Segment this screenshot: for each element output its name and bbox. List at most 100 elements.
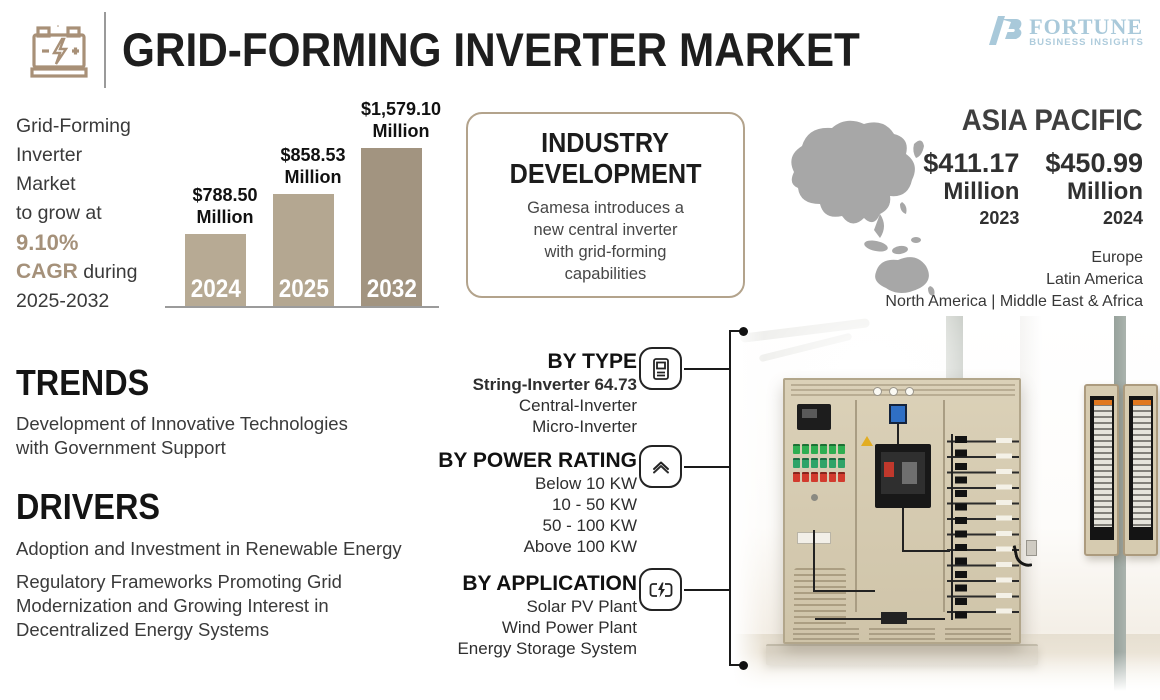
bar-unit: Million <box>196 207 254 227</box>
segment-item: String-Inverter 64.73 <box>472 375 637 394</box>
dev-body-line: capabilities <box>564 265 647 283</box>
wire <box>815 618 945 620</box>
bar-unit: Million <box>284 167 342 187</box>
asia-pacific-map <box>780 110 955 305</box>
drivers-line: Regulatory Frameworks Promoting Grid <box>16 571 342 592</box>
segment-title: BY TYPE <box>547 350 637 373</box>
trends-line: Development of Innovative Technologies <box>16 413 348 434</box>
inverter-cabinet <box>783 378 1021 644</box>
stat-value: $450.99 <box>1045 148 1143 178</box>
brand-tagline: BUSINESS INSIGHTS <box>1029 37 1144 48</box>
dev-title-line: INDUSTRY <box>541 127 670 158</box>
pilot-light <box>873 387 882 396</box>
industry-development-body: Gamesa introduces a new central inverter… <box>468 197 743 285</box>
bar-label-2032: $1,579.10 Million <box>331 98 471 142</box>
stat-unit: Million <box>1067 178 1143 205</box>
trends-line: with Government Support <box>16 437 226 458</box>
intro-statement: Grid-Forming Inverter Market to grow at … <box>16 112 137 316</box>
battery-icon <box>26 14 98 86</box>
wire <box>813 530 815 592</box>
photo-fade <box>728 316 764 698</box>
region-stats: $411.17 Million 2023 $450.99 Million 202… <box>885 148 1143 231</box>
chart-baseline <box>165 306 439 308</box>
intro-line: Inverter <box>16 144 83 166</box>
cagr-line: CAGR during <box>16 257 137 287</box>
segment-by-power-rating: BY POWER RATING Below 10 KW 10 - 50 KW 5… <box>317 449 637 557</box>
hmi-screen <box>889 404 907 424</box>
intro-line: Market <box>16 173 76 195</box>
other-region: Europe <box>1091 249 1143 266</box>
stat-year: 2023 <box>979 208 1020 228</box>
segment-item: Above 100 KW <box>523 537 637 556</box>
dev-body-line: Gamesa introduces a <box>527 199 684 217</box>
stat-2023: $411.17 Million 2023 <box>923 148 1019 231</box>
wall-panel <box>1123 384 1158 556</box>
connector-stub-bottom <box>729 664 743 666</box>
bottom-device <box>881 612 907 624</box>
segment-item: Micro-Inverter <box>532 417 637 436</box>
brand-logo-icon <box>983 12 1023 53</box>
wire <box>902 508 904 552</box>
trends-title-text: TRENDS <box>16 362 150 403</box>
header-divider <box>104 12 106 88</box>
stat-value: $411.17 <box>923 148 1020 178</box>
dev-title-line: DEVELOPMENT <box>509 158 702 189</box>
drivers-item: Adoption and Investment in Renewable Ene… <box>16 538 402 559</box>
trends-title: TRENDS <box>16 362 348 404</box>
segment-item: 50 - 100 KW <box>542 516 638 535</box>
indicator-dot <box>811 494 818 501</box>
segment-item: Wind Power Plant <box>501 618 637 637</box>
segment-item: Solar PV Plant <box>526 597 637 616</box>
region-title-text: ASIA PACIFIC <box>962 104 1143 137</box>
cabinet-louver <box>794 568 846 630</box>
inverter-room-photo <box>728 316 1160 698</box>
connector-stub-top <box>729 330 743 332</box>
stat-2024: $450.99 Million 2024 <box>1045 148 1143 231</box>
wire <box>951 434 953 620</box>
segment-by-type: BY TYPE String-Inverter 64.73 Central-In… <box>317 350 637 437</box>
cabinet-bottom-vent <box>793 628 859 641</box>
stat-unit: Million <box>943 178 1020 205</box>
bar-unit: Million <box>372 121 430 141</box>
segment-item: 10 - 50 KW <box>551 495 637 514</box>
switch-column <box>947 434 1019 620</box>
connector-line <box>684 368 730 370</box>
other-region: Latin America <box>1046 271 1143 288</box>
industry-development-title: INDUSTRY DEVELOPMENT <box>468 127 743 189</box>
drivers-item: Regulatory Frameworks Promoting Grid Mod… <box>16 570 402 642</box>
bar-value: $1,579.10 <box>360 99 442 119</box>
connector-dot-bottom <box>739 660 748 670</box>
wall-panel <box>1084 384 1119 556</box>
bar-value: $858.53 <box>280 145 346 165</box>
brand-logo-text: FORTUNE BUSINESS INSIGHTS <box>1029 16 1144 49</box>
during-word: during <box>77 261 138 283</box>
intro-line: Grid-Forming <box>16 115 131 137</box>
region-title: ASIA PACIFIC <box>885 104 1143 138</box>
segment-item: Central-Inverter <box>518 396 637 415</box>
pilot-light <box>905 387 914 396</box>
drivers-line: Decentralized Energy Systems <box>16 619 269 640</box>
bar-label-2025: $858.53 Million <box>243 144 383 188</box>
connector-vertical-line <box>729 330 731 666</box>
segment-title: BY POWER RATING <box>438 449 637 472</box>
wire <box>902 550 950 552</box>
page-title-text: GRID-FORMING INVERTER MARKET <box>122 23 860 76</box>
segment-item: Below 10 KW <box>534 474 637 493</box>
connector-line <box>684 589 730 591</box>
bar-value: $788.50 <box>192 185 258 205</box>
bar-label-2024: $788.50 Million <box>155 184 295 228</box>
brand-logo: FORTUNE BUSINESS INSIGHTS <box>983 12 1144 53</box>
bar-2032: 2032 <box>361 148 422 306</box>
indicator-buttons <box>793 444 849 486</box>
drivers-section: DRIVERS Adoption and Investment in Renew… <box>16 486 402 642</box>
battery-charging-icon <box>639 568 682 611</box>
wire <box>897 424 899 444</box>
forecast-period: 2025-2032 <box>16 290 110 312</box>
segment-item: Energy Storage System <box>457 639 637 658</box>
dev-body-line: new central inverter <box>533 221 678 239</box>
connector-dot-top <box>739 326 748 336</box>
cabinet-display <box>797 404 831 430</box>
warning-triangle <box>861 436 873 446</box>
cabinet-top-vent <box>791 384 1015 398</box>
wire <box>813 590 875 592</box>
